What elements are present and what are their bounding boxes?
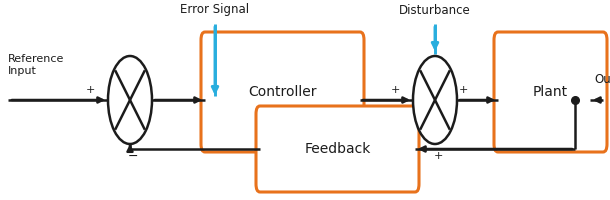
Text: Controller: Controller [248, 85, 317, 99]
Text: −: − [127, 149, 138, 162]
Text: Error Signal: Error Signal [181, 3, 249, 17]
Text: Plant: Plant [533, 85, 568, 99]
FancyBboxPatch shape [256, 106, 419, 192]
Circle shape [413, 56, 457, 144]
Text: +: + [85, 85, 95, 95]
Text: Disturbance: Disturbance [399, 3, 471, 17]
Text: +: + [458, 85, 468, 95]
FancyBboxPatch shape [494, 32, 607, 152]
Text: +: + [433, 151, 443, 161]
Text: Output: Output [594, 73, 610, 86]
FancyBboxPatch shape [201, 32, 364, 152]
Text: Feedback: Feedback [304, 142, 371, 156]
Text: +: + [390, 85, 400, 95]
Text: Reference
Input: Reference Input [8, 54, 65, 76]
Circle shape [108, 56, 152, 144]
